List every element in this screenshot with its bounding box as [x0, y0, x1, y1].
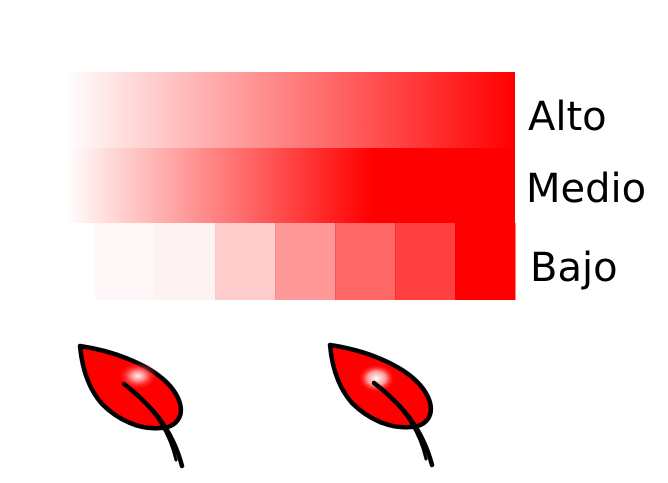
- medium-gradient-band: [65, 148, 515, 223]
- low-step-6: [395, 223, 456, 300]
- low-step-2: [155, 223, 216, 300]
- leaf-soft-highlight-icon: [77, 343, 185, 469]
- low-step-4: [275, 223, 336, 300]
- low-step-1: [95, 223, 156, 300]
- low-stepped-band: [95, 223, 516, 300]
- low-step-5: [335, 223, 396, 300]
- low-step-3: [215, 223, 276, 300]
- low-step-7: [455, 223, 516, 300]
- leaf-sharp-highlight-icon: [327, 342, 435, 468]
- high-gradient-band: [65, 72, 515, 148]
- label-low: Bajo: [530, 245, 618, 291]
- label-medium: Medio: [526, 166, 646, 212]
- label-high: Alto: [528, 94, 607, 140]
